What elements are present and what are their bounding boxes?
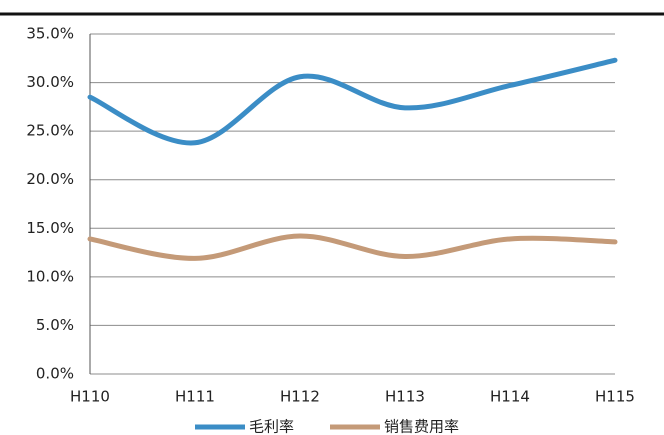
y-tick-label: 0.0% (36, 365, 74, 383)
x-tick-label: H113 (385, 388, 425, 406)
y-tick-label: 10.0% (26, 267, 74, 285)
y-tick-label: 30.0% (26, 73, 74, 91)
legend-label: 销售费用率 (384, 418, 459, 435)
legend-label: 毛利率 (249, 418, 294, 435)
x-tick-label: H115 (595, 388, 635, 406)
y-tick-label: 25.0% (26, 122, 74, 140)
y-tick-label: 15.0% (26, 219, 74, 237)
series-line (87, 233, 618, 261)
y-tick-label: 5.0% (36, 316, 74, 334)
series-line (87, 57, 618, 146)
y-tick-label: 35.0% (26, 25, 74, 43)
x-tick-label: H114 (490, 388, 530, 406)
x-tick-label: H111 (175, 388, 215, 406)
x-tick-label: H110 (70, 388, 110, 406)
x-tick-label: H112 (280, 388, 320, 406)
y-tick-label: 20.0% (26, 170, 74, 188)
